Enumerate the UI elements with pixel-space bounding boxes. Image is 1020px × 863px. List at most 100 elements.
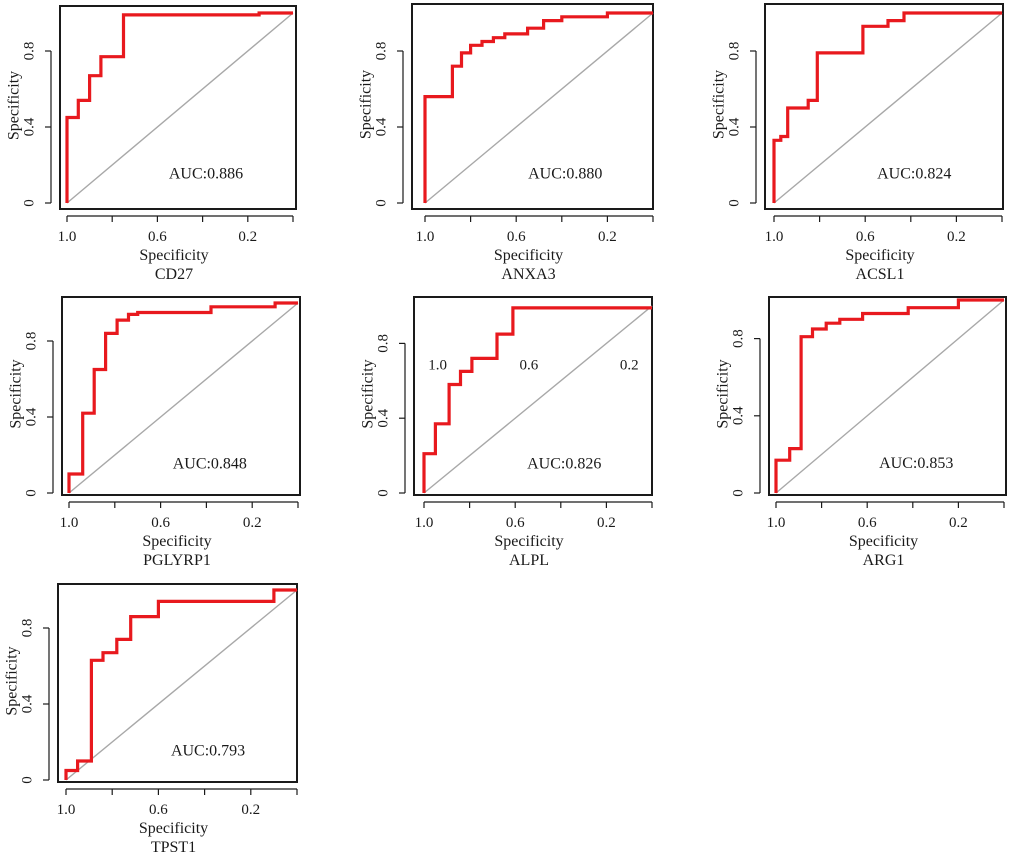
y-tick-label: 0 [375, 489, 391, 497]
plot-frame [764, 3, 1004, 210]
x-tick-label: 1.0 [765, 229, 784, 245]
roc-curve [422, 306, 652, 493]
x-tick-label: 0.2 [238, 229, 257, 245]
x-axis-title: Specificity [845, 247, 914, 264]
gene-label: TPST1 [151, 839, 196, 856]
x-tick-label: 0.6 [856, 229, 875, 245]
roc-panel-arg1: 0 0.4 0.8 1.0 0.6 0.2 Specificity ARG1 Specifici… [715, 296, 1007, 569]
x-tick-label: 0.6 [148, 229, 167, 245]
diagonal-reference-line [423, 305, 653, 494]
y-tick-label: 0 [23, 489, 39, 497]
inner-tick-label: 0.6 [520, 358, 539, 374]
x-tick-label: 0.2 [949, 515, 968, 531]
x-tick-label: 0.6 [149, 802, 168, 818]
roc-curve [65, 11, 293, 203]
plot-frame [413, 296, 653, 496]
x-tick-label: 0.6 [507, 229, 526, 245]
y-tick-label: 0.8 [19, 619, 35, 638]
roc-curve [774, 298, 1004, 493]
x-tick-label: 1.0 [58, 229, 77, 245]
y-axis-title: Specificity [6, 71, 23, 140]
roc-panel-alpl: 0 0.4 0.8 1.0 0.6 0.2 Specificity ALPL Specifici… [360, 296, 653, 569]
y-axis-title: Specificity [715, 359, 732, 428]
plot-frame [61, 296, 301, 496]
roc-curve [67, 301, 298, 493]
x-tick-label: 1.0 [57, 802, 76, 818]
x-tick-label: 0.6 [506, 515, 525, 531]
y-axis-title: Specificity [360, 359, 377, 428]
auc-label: AUC:0.793 [171, 742, 245, 759]
y-tick-label: 0.8 [726, 42, 742, 61]
roc-panel-tpst1: 0 0.4 0.8 1.0 0.6 0.2 Specificity TPST1 Specific… [4, 583, 298, 856]
gene-label: ARG1 [863, 552, 905, 569]
gene-label: ANXA3 [501, 266, 555, 283]
y-tick-label: 0.8 [730, 329, 746, 348]
gene-label: ACSL1 [856, 266, 905, 283]
x-axis-title: Specificity [849, 533, 918, 550]
roc-curve [64, 588, 297, 780]
y-axis-title: Specificity [8, 359, 25, 428]
plot-frame [59, 5, 297, 210]
y-tick-label: 0 [19, 776, 35, 784]
x-axis-title: Specificity [139, 247, 208, 264]
y-axis-title: Specificity [4, 646, 21, 715]
auc-label: AUC:0.826 [527, 456, 601, 473]
y-tick-label: 0 [21, 199, 37, 207]
y-tick-label: 0 [726, 199, 742, 207]
x-tick-label: 0.6 [151, 515, 170, 531]
auc-label: AUC:0.886 [169, 165, 243, 182]
y-axis-title: Specificity [358, 70, 375, 139]
y-tick-label: 0 [730, 489, 746, 497]
x-tick-label: 0.2 [947, 229, 966, 245]
diagonal-reference-line [773, 12, 1003, 204]
y-tick-label: 0.8 [21, 42, 37, 61]
x-axis-title: Specificity [494, 533, 563, 550]
y-tick-label: 0.4 [21, 117, 37, 136]
x-tick-label: 0.6 [858, 515, 877, 531]
auc-label: AUC:0.848 [173, 455, 247, 472]
inner-tick-label: 1.0 [428, 358, 447, 374]
gene-label: CD27 [155, 266, 193, 283]
diagonal-reference-line [775, 299, 1005, 494]
y-tick-label: 0.8 [373, 42, 389, 61]
x-tick-label: 0.2 [597, 515, 616, 531]
y-tick-label: 0 [373, 199, 389, 207]
diagonal-reference-line [65, 589, 298, 781]
y-tick-label: 0.8 [375, 334, 391, 353]
x-tick-label: 0.2 [243, 515, 262, 531]
x-axis-title: Specificity [142, 533, 211, 550]
x-tick-label: 1.0 [60, 515, 79, 531]
auc-label: AUC:0.853 [879, 455, 953, 472]
x-axis-title: Specificity [494, 247, 563, 264]
auc-label: AUC:0.880 [528, 165, 602, 182]
plot-frame [411, 3, 654, 210]
x-tick-label: 0.2 [598, 229, 617, 245]
x-tick-label: 0.2 [241, 802, 260, 818]
roc-panel-anxa3: 0 0.4 0.8 1.0 0.6 0.2 Specificity ANXA3 Specific… [358, 3, 654, 283]
y-tick-label: 0.4 [19, 694, 35, 713]
diagonal-reference-line [424, 12, 654, 204]
y-tick-label: 0.4 [23, 407, 39, 426]
y-axis-title: Specificity [711, 70, 728, 139]
gene-label: ALPL [509, 552, 549, 569]
diagonal-reference-line [68, 302, 299, 494]
roc-panel-cd27: 0 0.4 0.8 1.0 0.6 0.2 Specificity CD27 Specifici… [6, 5, 297, 283]
plot-frame [57, 583, 298, 783]
y-tick-label: 0.4 [726, 117, 742, 136]
roc-panel-acsl1: 0 0.4 0.8 1.0 0.6 0.2 Specificity ACSL1 Specific… [711, 3, 1004, 283]
y-tick-label: 0.8 [23, 332, 39, 351]
plot-frame [768, 296, 1007, 496]
x-axis-title: Specificity [139, 820, 208, 837]
y-tick-label: 0.4 [375, 408, 391, 427]
y-tick-label: 0.4 [373, 117, 389, 136]
x-tick-label: 1.0 [416, 229, 435, 245]
inner-tick-label: 0.2 [620, 358, 639, 374]
gene-label: PGLYRP1 [143, 552, 211, 569]
roc-panel-pglyrp1: 0 0.4 0.8 1.0 0.6 0.2 Specificity PGLYRP1 Specif… [8, 296, 301, 569]
diagonal-reference-line [66, 12, 294, 204]
x-tick-label: 1.0 [415, 515, 434, 531]
y-tick-label: 0.4 [730, 406, 746, 425]
roc-curve [423, 11, 653, 203]
auc-label: AUC:0.824 [877, 165, 951, 182]
